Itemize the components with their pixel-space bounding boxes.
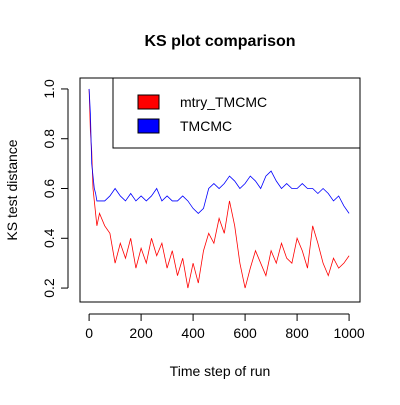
legend-swatch (137, 118, 160, 134)
y-tick-label: 0.2 (41, 278, 57, 298)
x-axis-label: Time step of run (170, 363, 271, 379)
y-tick-label: 1.0 (41, 79, 57, 99)
y-axis-label: KS test distance (4, 139, 20, 240)
y-tick-label: 0.4 (41, 228, 57, 248)
chart-title: KS plot comparison (144, 33, 295, 50)
x-tick-label: 600 (233, 325, 257, 341)
x-tick-label: 400 (181, 325, 205, 341)
series-line (88, 88, 350, 214)
legend-label: mtry_TMCMC (180, 94, 267, 110)
series-line (88, 88, 350, 289)
y-tick-label: 0.8 (41, 129, 57, 149)
x-tick-label: 200 (129, 325, 153, 341)
x-tick-label: 0 (85, 325, 93, 341)
legend-box (112, 77, 361, 149)
legend-swatch (137, 94, 160, 110)
y-tick-label: 0.6 (41, 179, 57, 199)
legend-label: TMCMC (180, 118, 232, 134)
x-tick-label: 800 (285, 325, 309, 341)
x-tick-label: 1000 (334, 325, 365, 341)
